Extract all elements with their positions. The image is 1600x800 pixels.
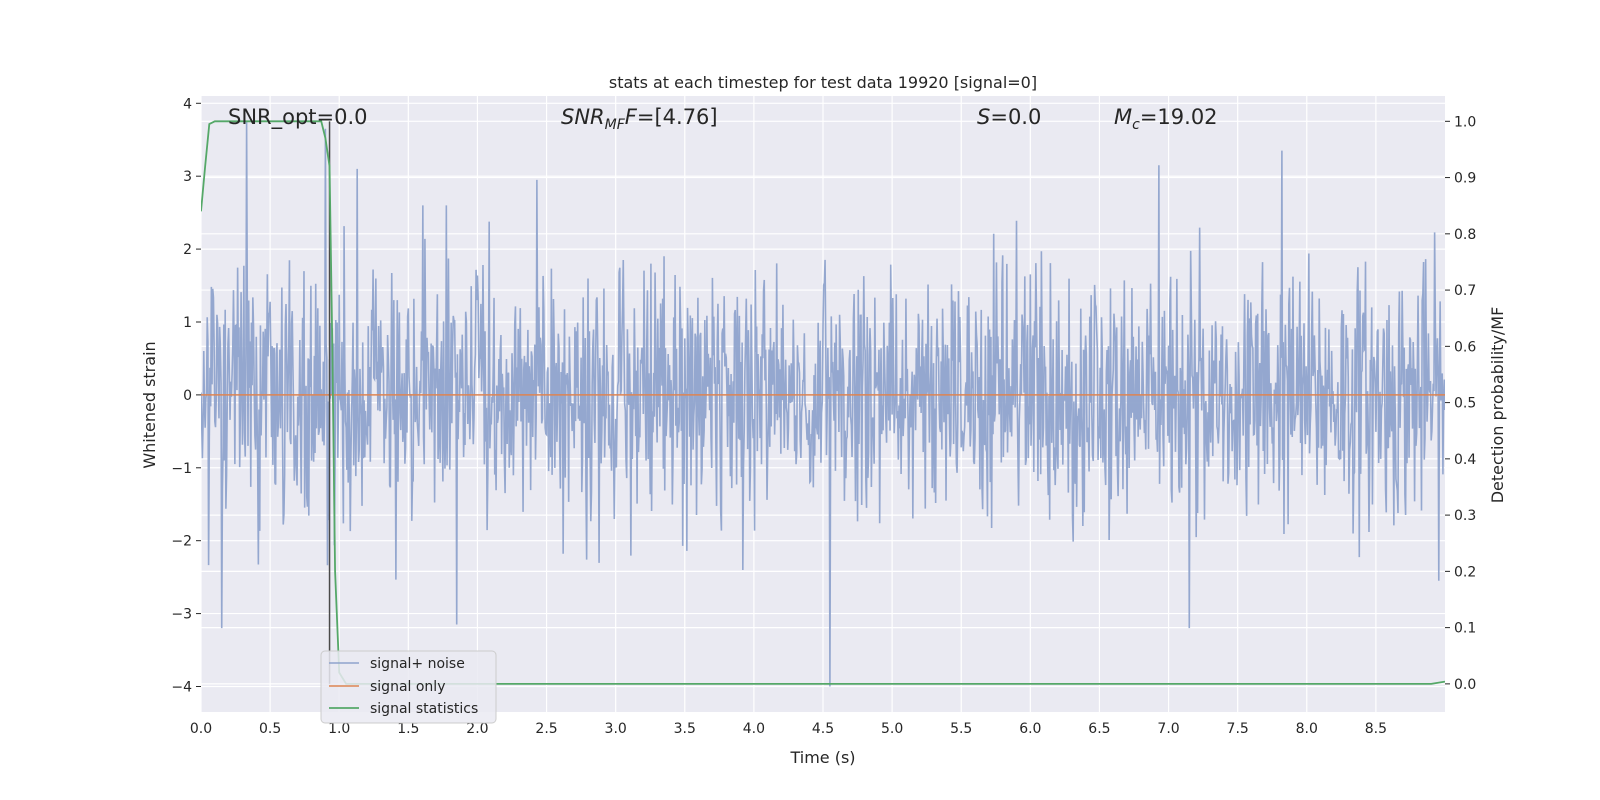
y-tick-label: −1: [171, 461, 192, 477]
y2-tick-label: 0.1: [1454, 621, 1476, 637]
y-tick-label: −2: [171, 534, 192, 550]
y-tick-label: 1: [183, 315, 192, 331]
y-axis-ticks: 4 3 2 1 0 −1 −2 −3 −4: [171, 96, 201, 695]
series-signal-statistics: [201, 120, 1445, 685]
x-tick-label: 4.5: [812, 721, 834, 737]
legend-label-signal-only: signal only: [370, 679, 445, 695]
x-axis-ticks: 0.0 0.5 1.0 1.5 2.0 2.5 3.0 3.5 4.0 4.5 5.0 5.5 6.0 6…: [190, 721, 1387, 737]
y2-tick-label: 0.5: [1454, 396, 1476, 412]
x-tick-label: 8.0: [1296, 721, 1318, 737]
y2-tick-label: 0.2: [1454, 564, 1476, 580]
y2-tick-label: 0.6: [1454, 339, 1476, 355]
legend-label-signal-statistics: signal statistics: [370, 701, 478, 717]
y-axis-label: Whitened strain: [140, 341, 159, 468]
y2-tick-label: 0.4: [1454, 452, 1476, 468]
y2-tick-label: 0.7: [1454, 283, 1476, 299]
x-tick-label: 3.5: [674, 721, 696, 737]
y2-tick-label: 1.0: [1454, 114, 1476, 130]
x-tick-label: 6.5: [1088, 721, 1110, 737]
x-tick-label: 2.0: [466, 721, 488, 737]
x-tick-label: 7.5: [1227, 721, 1249, 737]
y-tick-label: 0: [183, 388, 192, 404]
x-tick-label: 8.5: [1365, 721, 1387, 737]
y-tick-label: 2: [183, 242, 192, 258]
x-tick-label: 3.0: [605, 721, 627, 737]
annotation-s: S=0.0: [977, 105, 1041, 129]
x-tick-label: 4.0: [743, 721, 765, 737]
y2-axis-ticks: 1.0 0.9 0.8 0.7 0.6 0.5 0.4 0.3 0.2 0.1 0.0: [1445, 114, 1476, 693]
x-tick-label: 2.5: [535, 721, 557, 737]
chart-title: stats at each timestep for test data 199…: [609, 73, 1037, 92]
x-tick-label: 7.0: [1157, 721, 1179, 737]
annotation-snr-mf: SNRMFF=[4.76]: [561, 105, 718, 133]
y2-tick-label: 0.3: [1454, 508, 1476, 524]
y-tick-label: 4: [183, 96, 192, 112]
legend-label-signal-noise: signal+ noise: [370, 656, 465, 672]
y2-tick-label: 0.9: [1454, 171, 1476, 187]
x-tick-label: 6.0: [1019, 721, 1041, 737]
y2-axis-label: Detection probability/MF: [1488, 307, 1507, 504]
series-signal-noise: [201, 121, 1445, 687]
x-tick-label: 1.0: [328, 721, 350, 737]
x-tick-label: 0.0: [190, 721, 212, 737]
x-tick-label: 5.5: [950, 721, 972, 737]
y-tick-label: −3: [171, 607, 192, 623]
y2-tick-label: 0.8: [1454, 227, 1476, 243]
annotation-mc: Mc=19.02: [1114, 105, 1218, 133]
y-tick-label: 3: [183, 169, 192, 185]
x-tick-label: 5.0: [881, 721, 903, 737]
annotation-snr-opt: SNR_opt=0.0: [228, 105, 368, 130]
x-tick-label: 1.5: [397, 721, 419, 737]
legend: signal+ noise signal only signal statist…: [320, 650, 497, 724]
y2-tick-label: 0.0: [1454, 677, 1476, 693]
x-tick-label: 0.5: [259, 721, 281, 737]
y-tick-label: −4: [171, 679, 192, 695]
legend-box: [320, 650, 497, 724]
x-axis-label: Time (s): [789, 748, 855, 767]
